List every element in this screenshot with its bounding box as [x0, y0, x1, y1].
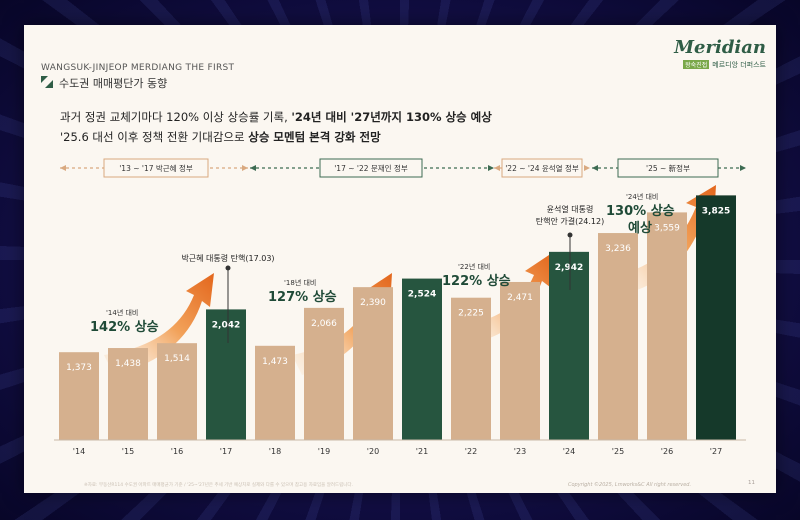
bar-14 [59, 352, 99, 440]
headline-2-plain: '25.6 대선 이후 정책 전환 기대감으로 [60, 130, 249, 144]
bar-27 [696, 195, 736, 440]
bar-value-label: 1,514 [164, 354, 190, 364]
x-tick-label: '17 [220, 447, 232, 456]
bar-value-label: 3,236 [605, 244, 631, 254]
yoon-event-label-1: 윤석열 대통령 [547, 204, 594, 214]
rise1-small: '14년 대비 [106, 308, 138, 317]
x-tick-label: '21 [416, 447, 428, 456]
bar-value-label: 1,438 [115, 359, 141, 369]
footer-source-note: ※자료: 부동산R114 수도권 아파트 매매평균가 기준 / '25~'27년… [84, 483, 353, 488]
period-box [617, 158, 719, 178]
x-tick-label: '25 [612, 447, 624, 456]
logo-sub-text: 메르디앙 더퍼스트 [712, 61, 766, 69]
bar-value-label: 2,390 [360, 298, 386, 308]
x-tick-label: '27 [710, 447, 722, 456]
park-event-dot [225, 265, 231, 271]
logo-subtitle: 왕숙진접 메르디앙 더퍼스트 [674, 60, 766, 70]
bar-value-label: 2,042 [212, 320, 240, 330]
rise1-big: 142% 상승 [90, 320, 159, 335]
x-tick-label: '16 [171, 447, 183, 456]
bar-21 [402, 278, 442, 440]
bar-value-label: 2,066 [311, 319, 337, 329]
page-number: 11 [748, 480, 755, 486]
bar-value-label: 3,825 [702, 206, 730, 216]
brand-logo: Meridian 왕숙진접 메르디앙 더퍼스트 [674, 37, 766, 70]
bar-15 [108, 348, 148, 440]
event-annotation-yoon: 윤석열 대통령 탄핵안 가결(24.12) [536, 204, 605, 290]
bar-17 [206, 309, 246, 440]
bar-20 [353, 287, 393, 440]
footer-copyright: Copyright ©2025, Lmworks&C All right res… [568, 482, 692, 488]
bar-24 [549, 251, 589, 440]
headline-line-2: '25.6 대선 이후 정책 전환 기대감으로 상승 모멘텀 본격 강화 전망 [60, 129, 381, 145]
rise3-small: '22년 대비 [458, 262, 490, 271]
bar-value-label: 2,471 [507, 293, 533, 303]
slide: WANGSUK-JINJEOP MERDIANG THE FIRST 수도권 매… [24, 25, 776, 493]
headline-1-bold: '24년 대비 '27년까지 130% 상승 예상 [291, 110, 492, 124]
x-tick-label: '24 [563, 447, 575, 456]
timeline-arrowhead [584, 165, 590, 171]
bar-value-label: 2,524 [408, 290, 436, 300]
price-bar-chart: '13 ~ '17 박근혜 정부 '17 ~ '22 문재인 정부 '22 ~ '2… [54, 158, 746, 456]
event-annotation-park: 박근혜 대통령 탄핵(17.03) [181, 253, 275, 343]
bar-value-label: 1,473 [262, 357, 288, 367]
period-box [501, 158, 583, 178]
rise4-big-1: 130% 상승 [606, 204, 675, 219]
period-timeline: '13 ~ '17 박근혜 정부 '17 ~ '22 문재인 정부 '22 ~ '2… [60, 158, 746, 178]
timeline-arrowhead [242, 165, 248, 171]
period-label: '22 ~ '24 윤석열 정부 [505, 163, 579, 173]
bar-16 [157, 343, 197, 440]
x-tick-label: '22 [465, 447, 477, 456]
bar-value-label: 2,942 [555, 263, 583, 273]
x-tick-label: '19 [318, 447, 330, 456]
rise3-big: 122% 상승 [442, 274, 511, 289]
bar-18 [255, 345, 295, 440]
bar-19 [304, 307, 344, 440]
timeline-arrowhead [592, 165, 598, 171]
bar-22 [451, 297, 491, 440]
title-mark-icon [41, 76, 53, 88]
logo-badge: 왕숙진접 [683, 60, 710, 69]
x-tick-label: '23 [514, 447, 526, 456]
bar-23 [500, 281, 540, 440]
yoon-event-dot [567, 232, 573, 238]
x-tick-label: '18 [269, 447, 281, 456]
period-box [103, 158, 209, 178]
period-label: '25 ~ 新정부 [646, 163, 690, 173]
rise4-big-2: 예상 [628, 220, 652, 236]
x-tick-label: '15 [122, 447, 134, 456]
park-event-label: 박근혜 대통령 탄핵(17.03) [181, 253, 274, 263]
rise4-small: '24년 대비 [626, 192, 658, 201]
rise2-big: 127% 상승 [268, 290, 337, 305]
rise2-small: '18년 대비 [284, 278, 316, 287]
x-tick-label: '26 [661, 447, 673, 456]
yoon-event-label-2: 탄핵안 가결(24.12) [536, 216, 605, 226]
timeline-arrowhead [740, 165, 746, 171]
timeline-arrowhead [60, 165, 66, 171]
bar-value-label: 1,373 [66, 363, 92, 373]
timeline-arrowhead [494, 165, 500, 171]
bar-26 [647, 212, 687, 440]
page-title: 수도권 매매평단가 동향 [59, 77, 168, 90]
page-subtitle-en: WANGSUK-JINJEOP MERDIANG THE FIRST [41, 63, 235, 73]
timeline-arrowhead [488, 165, 494, 171]
period-label: '13 ~ '17 박근혜 정부 [119, 163, 193, 173]
headline-2-bold: 상승 모멘텀 본격 강화 전망 [248, 130, 381, 144]
x-tick-label: '20 [367, 447, 379, 456]
headline-line-1: 과거 정권 교체기마다 120% 이상 상승률 기록, '24년 대비 '27년… [60, 109, 492, 125]
timeline-arrowhead [250, 165, 256, 171]
bars-group: 1,373 '14 1,438 '15 1,514 '16 2,042 '17 1,473 '18… [59, 195, 736, 456]
period-box [319, 158, 423, 178]
bar-25 [598, 233, 638, 440]
headline-1-plain: 과거 정권 교체기마다 120% 이상 상승률 기록, [60, 110, 292, 124]
bar-value-label: 3,559 [654, 223, 680, 233]
logo-wordmark: Meridian [674, 37, 766, 58]
bar-value-label: 2,225 [458, 309, 484, 319]
x-tick-label: '14 [73, 447, 85, 456]
period-label: '17 ~ '22 문재인 정부 [334, 163, 408, 173]
